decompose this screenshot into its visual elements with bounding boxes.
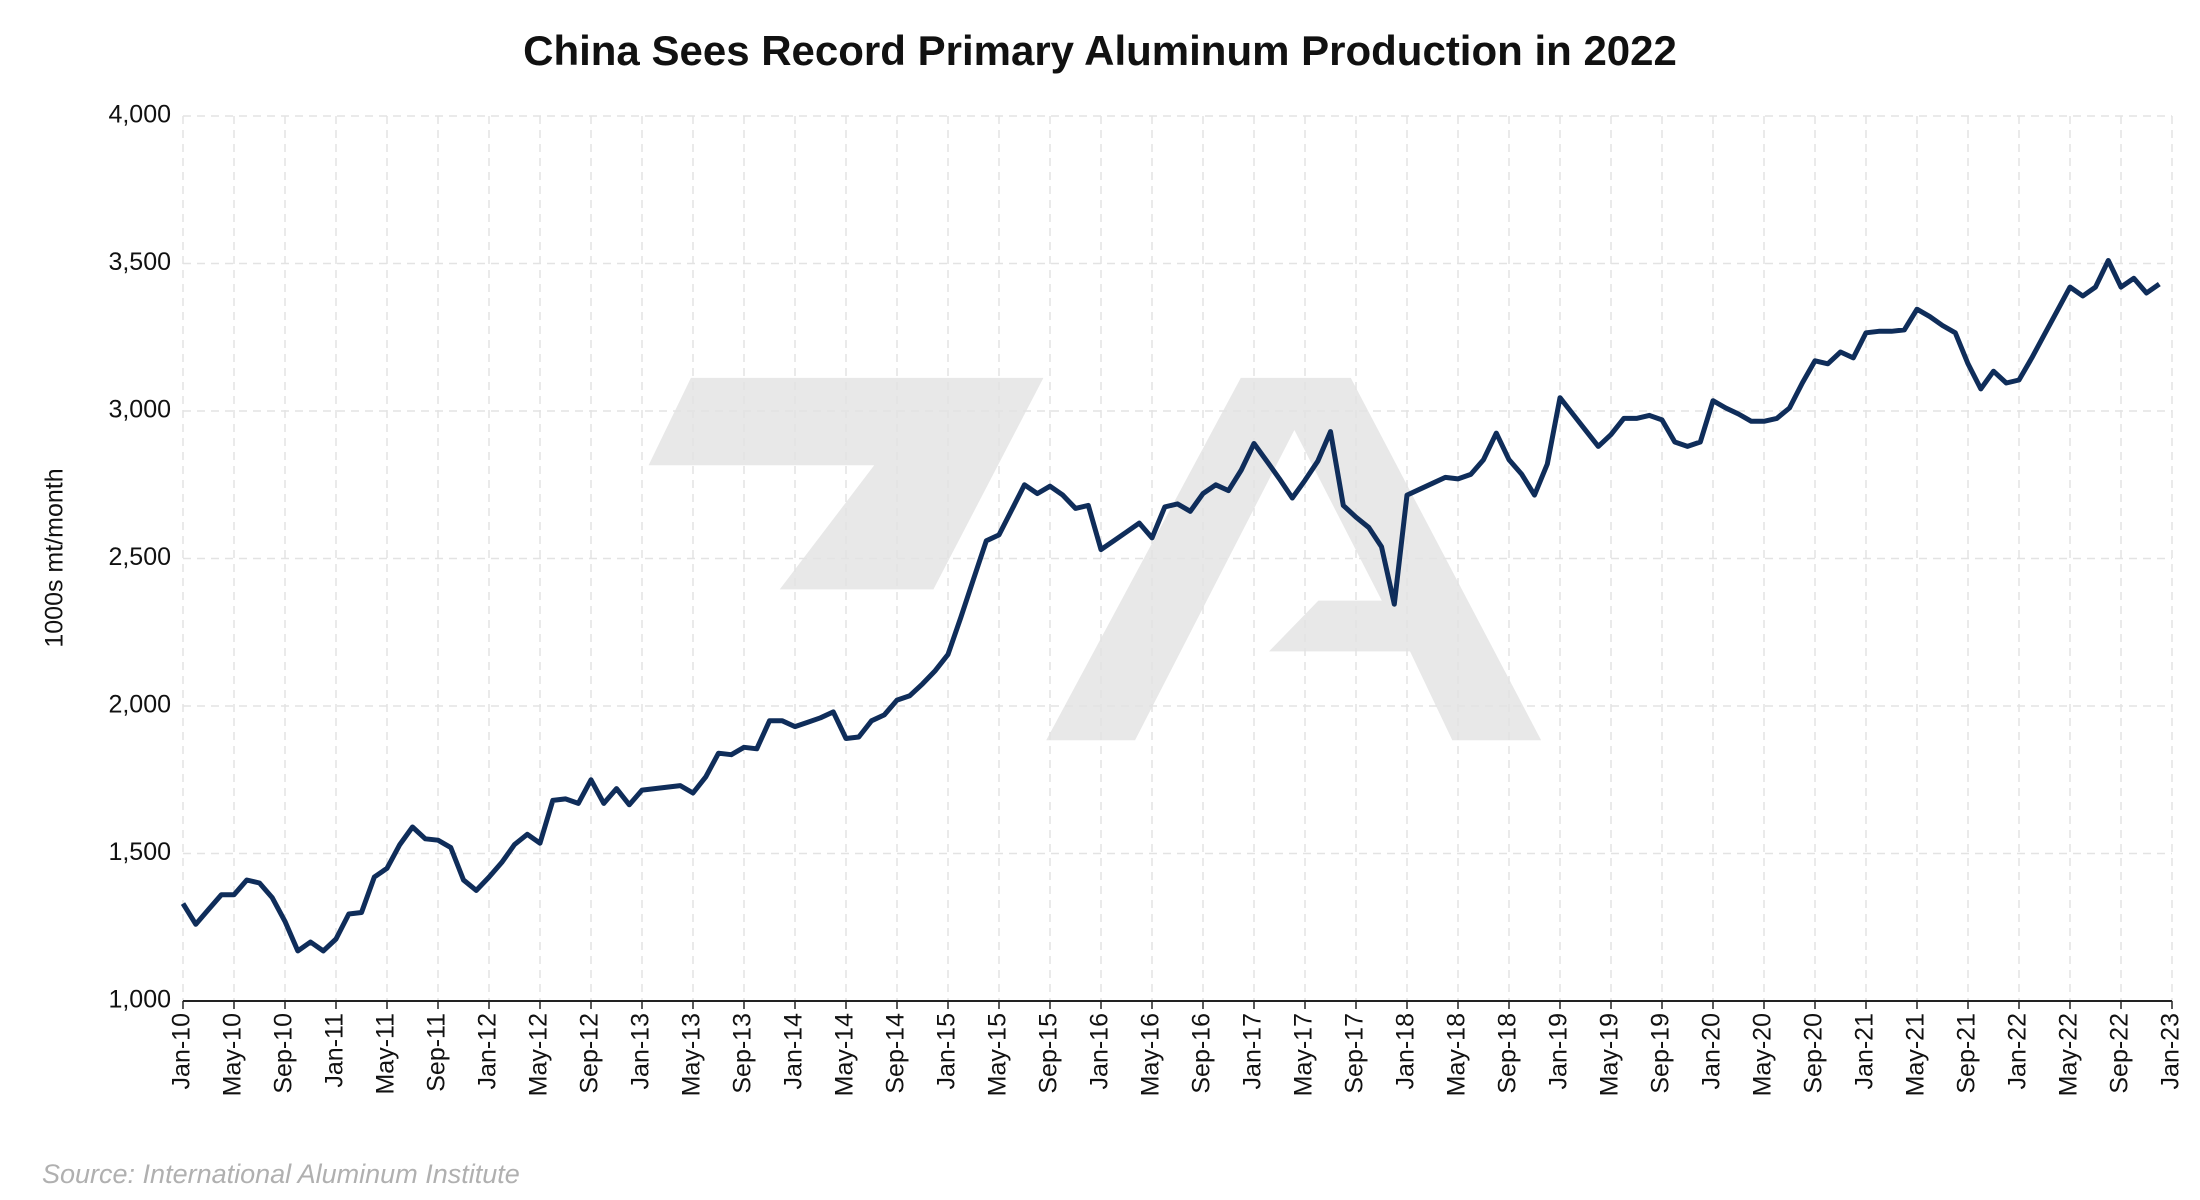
- x-tick-label: Jan-21: [1851, 1013, 1879, 1089]
- x-tick-label: Jan-17: [1239, 1013, 1267, 1089]
- x-tick-label: Sep-19: [1647, 1013, 1675, 1094]
- x-tick-label: Sep-17: [1341, 1013, 1369, 1094]
- x-tick-label: May-21: [1902, 1013, 1930, 1096]
- x-tick-label: Jan-19: [1545, 1013, 1573, 1089]
- x-tick-label: Jan-16: [1086, 1013, 1114, 1089]
- y-axis-label: 1000s mt/month: [41, 468, 69, 647]
- x-tick-label: Jan-10: [168, 1013, 196, 1089]
- x-tick-label: Jan-23: [2157, 1013, 2185, 1089]
- y-tick-label: 3,500: [108, 248, 171, 276]
- source-note: Source: International Aluminum Institute: [42, 1159, 520, 1189]
- x-tick-label: Sep-12: [576, 1013, 604, 1094]
- y-tick-label: 3,000: [108, 396, 171, 424]
- x-tick-label: May-15: [984, 1013, 1012, 1096]
- x-tick-label: Sep-10: [270, 1013, 298, 1094]
- x-tick-label: Jan-12: [474, 1013, 502, 1089]
- x-tick-label: Sep-22: [2106, 1013, 2134, 1094]
- x-tick-label: May-13: [678, 1013, 706, 1096]
- y-tick-label: 2,500: [108, 543, 171, 571]
- x-tick-label: May-11: [372, 1013, 400, 1095]
- x-tick-label: Sep-15: [1035, 1013, 1063, 1094]
- x-tick-label: Jan-22: [2004, 1013, 2032, 1089]
- x-tick-label: May-16: [1137, 1013, 1165, 1096]
- x-tick-label: May-14: [831, 1013, 859, 1096]
- x-tick-label: Jan-20: [1698, 1013, 1726, 1089]
- x-tick-label: Sep-18: [1494, 1013, 1522, 1094]
- chart-title: China Sees Record Primary Aluminum Produ…: [523, 27, 1677, 74]
- y-tick-label: 1,500: [108, 838, 171, 866]
- x-tick-label: Sep-21: [1953, 1013, 1981, 1094]
- y-tick-label: 2,000: [108, 691, 171, 719]
- x-tick-label: Sep-13: [729, 1013, 757, 1094]
- x-tick-label: May-20: [1749, 1013, 1777, 1096]
- x-tick-label: May-22: [2055, 1013, 2083, 1096]
- x-tick-label: Sep-14: [882, 1013, 910, 1094]
- x-tick-label: May-19: [1596, 1013, 1624, 1096]
- y-tick-label: 1,000: [108, 986, 171, 1014]
- x-tick-label: Jan-18: [1392, 1013, 1420, 1089]
- watermark: [648, 377, 1542, 741]
- x-tick-label: May-18: [1443, 1013, 1471, 1096]
- x-tick-label: May-12: [525, 1013, 553, 1096]
- x-tick-label: Sep-11: [423, 1013, 451, 1092]
- x-tick-label: Jan-14: [780, 1013, 808, 1090]
- x-tick-label: Sep-16: [1188, 1013, 1216, 1094]
- x-tick-label: Jan-15: [933, 1013, 961, 1089]
- x-tick-label: May-10: [219, 1013, 247, 1096]
- x-tick-label: May-17: [1290, 1013, 1318, 1096]
- x-tick-label: Jan-13: [627, 1013, 655, 1089]
- y-tick-label: 4,000: [108, 101, 171, 129]
- data-line: [180, 258, 2161, 954]
- x-tick-label: Jan-11: [321, 1013, 349, 1088]
- x-tick-label: Sep-20: [1800, 1013, 1828, 1094]
